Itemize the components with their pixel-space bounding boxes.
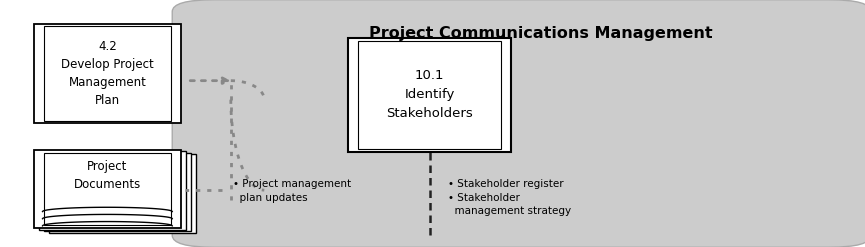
Text: 4.2
Develop Project
Management
Plan: 4.2 Develop Project Management Plan (61, 40, 154, 107)
Text: 10.1
Identify
Stakeholders: 10.1 Identify Stakeholders (386, 69, 473, 121)
Text: • Project management
  plan updates: • Project management plan updates (234, 179, 351, 203)
FancyBboxPatch shape (39, 151, 186, 230)
FancyBboxPatch shape (358, 41, 501, 149)
Text: Project Communications Management: Project Communications Management (368, 25, 713, 41)
FancyBboxPatch shape (172, 0, 865, 247)
FancyBboxPatch shape (34, 150, 181, 228)
FancyBboxPatch shape (34, 23, 181, 124)
FancyBboxPatch shape (49, 154, 195, 232)
FancyBboxPatch shape (348, 38, 511, 152)
FancyBboxPatch shape (44, 26, 170, 121)
Text: • Stakeholder register
• Stakeholder
  management strategy: • Stakeholder register • Stakeholder man… (448, 179, 572, 216)
Text: Project
Documents: Project Documents (74, 160, 141, 191)
FancyBboxPatch shape (44, 153, 170, 225)
FancyBboxPatch shape (44, 153, 190, 231)
